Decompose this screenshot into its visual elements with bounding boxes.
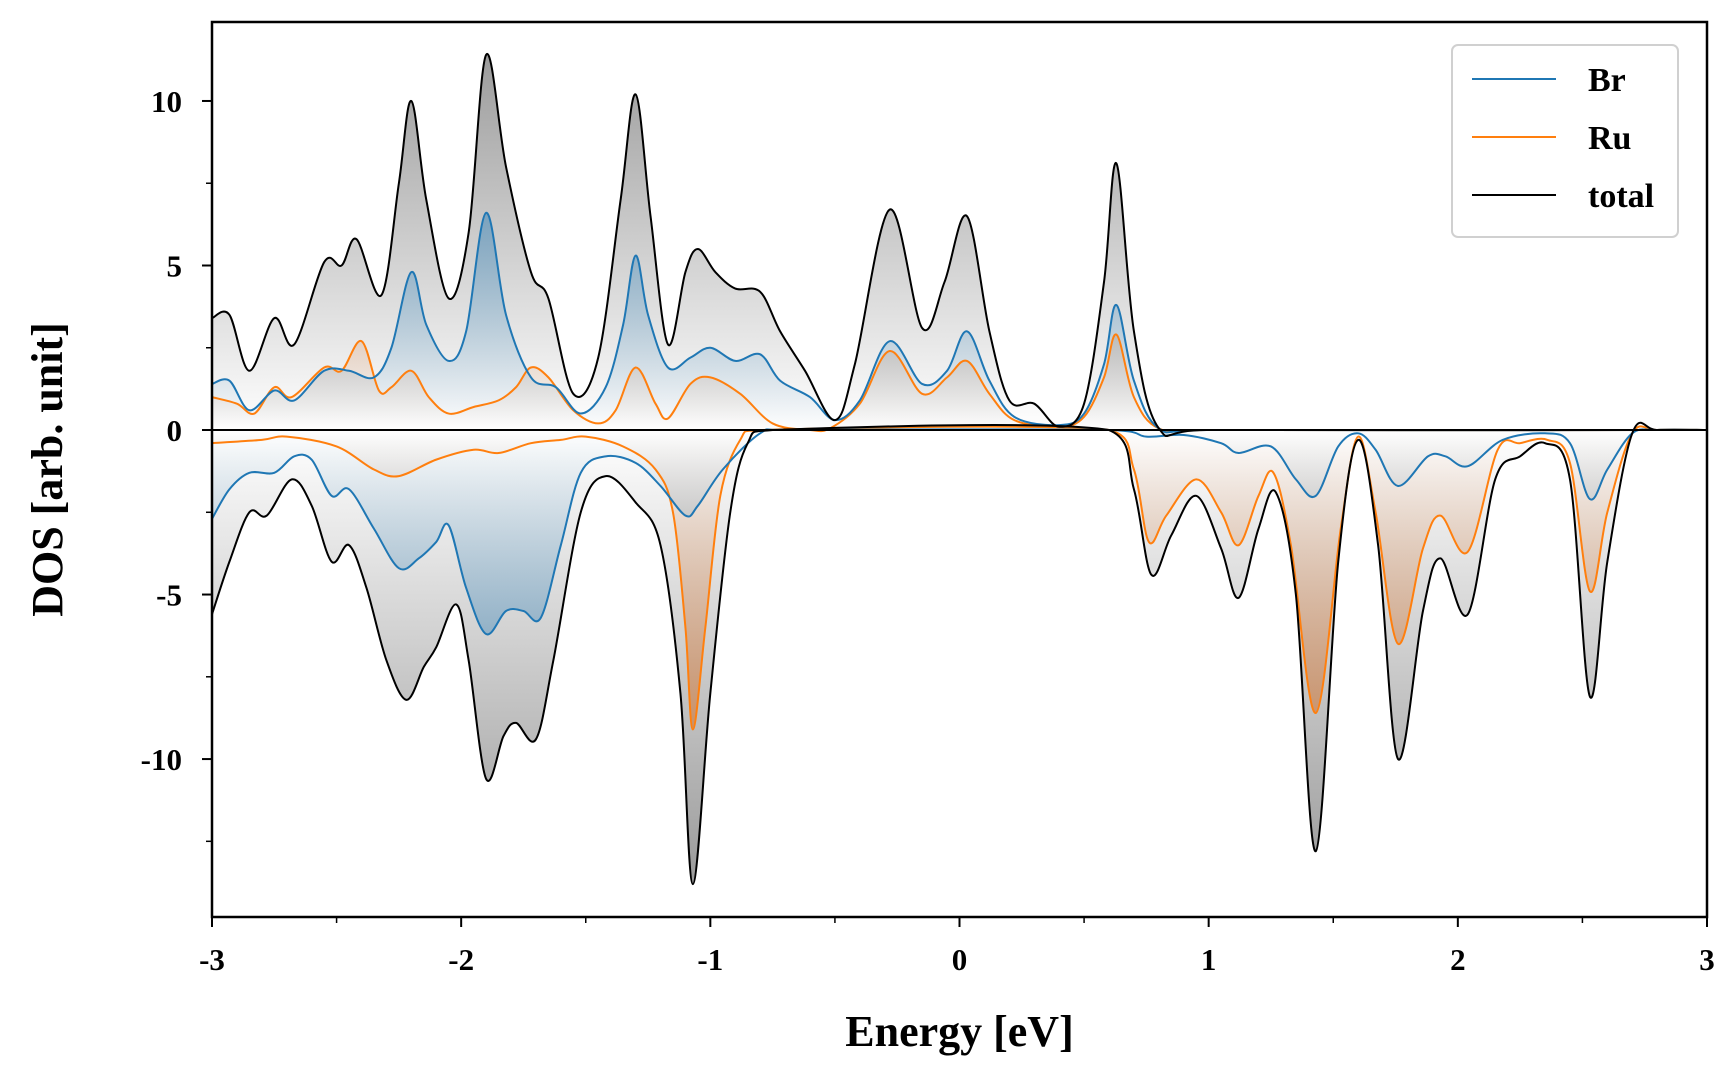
line-Ru-down: [211, 425, 1708, 731]
x-tick-label: 1: [1201, 942, 1217, 977]
line-total-up: [211, 53, 1708, 437]
y-tick-label: 10: [151, 84, 182, 119]
x-tick-label: -3: [199, 942, 225, 977]
series-fills: [212, 53, 1707, 885]
y-tick-label: -5: [156, 578, 182, 613]
legend-label-Br: Br: [1588, 62, 1626, 99]
fill-Br-down: [212, 429, 1707, 635]
fill-Ru-down: [212, 426, 1707, 730]
fill-total-up: [212, 53, 1707, 437]
line-Ru-up: [211, 333, 1708, 433]
legend-label-total: total: [1588, 178, 1654, 215]
fill-Br-up: [212, 212, 1707, 433]
legend-box: [1451, 44, 1679, 238]
x-tick-label: -1: [697, 942, 723, 977]
legend-label-Ru: Ru: [1588, 120, 1631, 157]
y-axis-title: DOS [arb. unit]: [23, 322, 72, 617]
x-tick-label: 0: [952, 942, 968, 977]
y-tick-label: 5: [167, 248, 183, 283]
y-tick-label: -10: [141, 742, 182, 777]
legend: Br Ru total: [1451, 44, 1679, 238]
x-tick-label: -2: [448, 942, 474, 977]
line-Br-down: [211, 428, 1708, 636]
y-tick-label: 0: [167, 413, 183, 448]
series-lines: [211, 53, 1708, 886]
line-Br-up: [211, 211, 1707, 434]
line-total-down: [211, 421, 1708, 886]
x-tick-label: 3: [1699, 942, 1715, 977]
x-tick-label: 2: [1450, 942, 1466, 977]
x-axis-title: Energy [eV]: [845, 1007, 1074, 1056]
